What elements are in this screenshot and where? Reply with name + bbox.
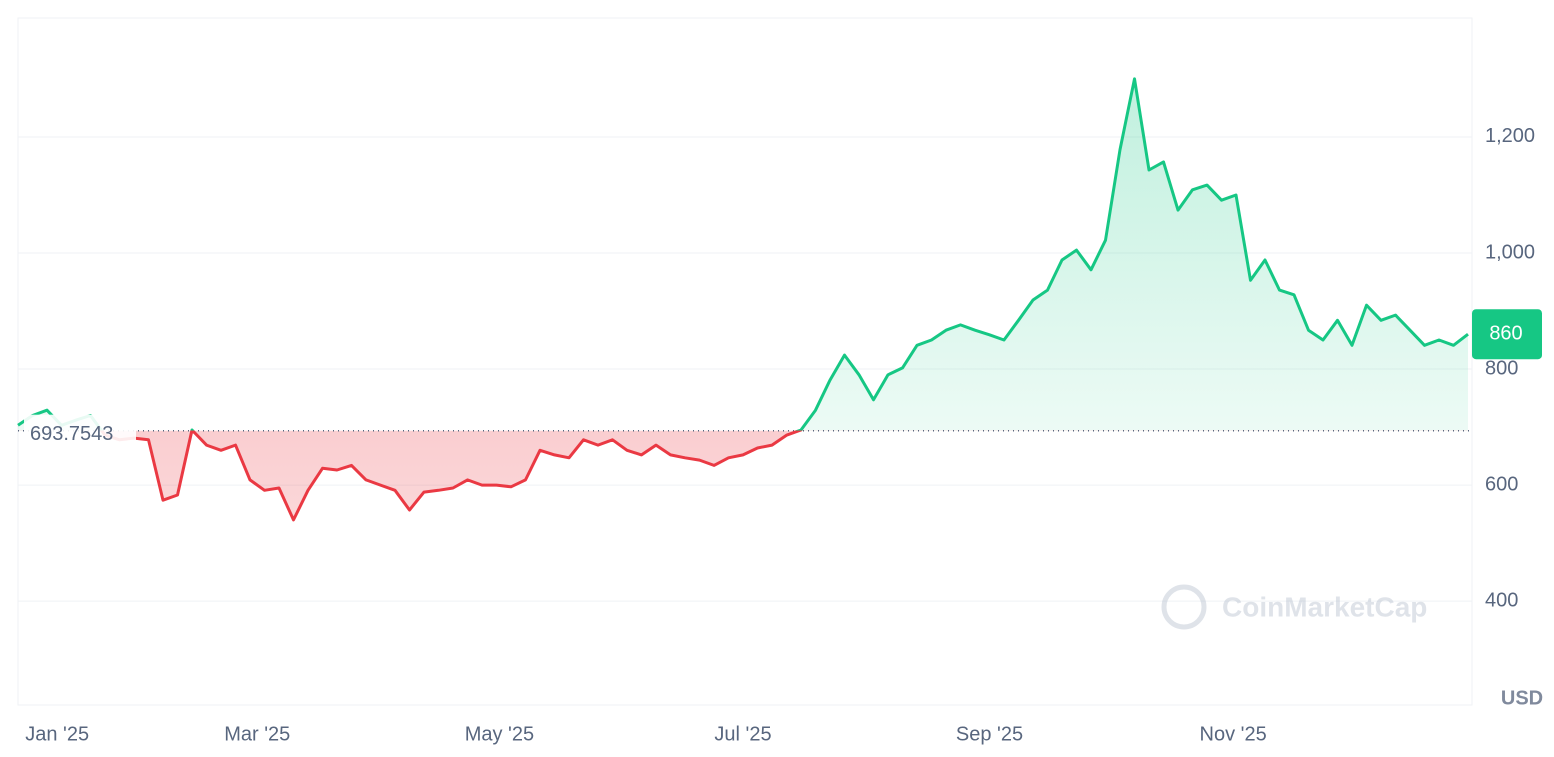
last-price-tag	[1472, 309, 1542, 360]
price-line	[17, 77, 1469, 522]
x-tick-label: Sep '25	[956, 723, 1023, 745]
area-fill	[18, 78, 1468, 520]
plot-frame	[17, 17, 1473, 706]
x-tick-label: Jul '25	[714, 723, 771, 745]
y-tick-label: 1,000	[1485, 241, 1535, 263]
watermark: CoinMarketCap	[1161, 584, 1427, 630]
x-tick-label: Mar '25	[224, 723, 290, 745]
baseline-label: 693.7543	[30, 423, 113, 445]
last-price-label: 860	[1489, 323, 1522, 345]
watermark-text: CoinMarketCap	[1222, 591, 1427, 622]
baseline-label-bg	[24, 414, 136, 443]
x-tick-label: Nov '25	[1200, 723, 1267, 745]
x-tick-label: May '25	[465, 723, 534, 745]
y-tick-label: 800	[1485, 357, 1518, 379]
y-tick-label: 400	[1485, 589, 1518, 611]
y-tick-label: 1,200	[1485, 125, 1535, 147]
x-tick-label: Jan '25	[25, 723, 89, 745]
y-tick-label: 600	[1485, 473, 1518, 495]
currency-label: USD	[1501, 687, 1543, 709]
